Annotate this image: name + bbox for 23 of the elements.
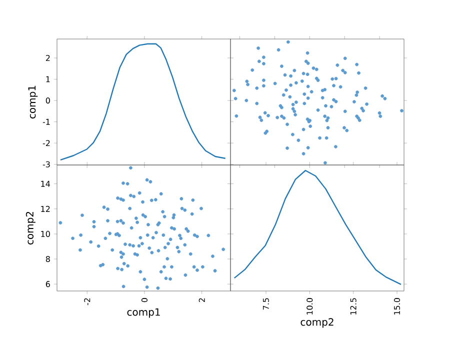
x-tick-label: 12.5: [350, 298, 356, 314]
y-tick-label: -1: [42, 118, 50, 125]
y-tick-label: 8: [46, 256, 50, 262]
y-tick-label: -2: [42, 140, 50, 146]
line-series: [60, 43, 226, 160]
x-tick-label: 7.5: [262, 298, 269, 310]
y-tick-label: 0: [46, 97, 50, 104]
x-tick-label: 0: [141, 298, 148, 302]
x-axis-title: comp1: [127, 308, 160, 318]
y-tick-label: 6: [46, 281, 50, 288]
x-tick-label: 10.0: [306, 298, 313, 314]
y-tick-label: 1: [46, 76, 50, 82]
y-tick-label: 10: [41, 230, 50, 237]
y-axis-title: comp2: [26, 212, 36, 244]
y-tick-label: 12: [41, 206, 50, 212]
x-tick-label: 15.0: [394, 298, 400, 314]
x-axis-title: comp2: [300, 318, 334, 328]
x-tick-label: 2: [198, 298, 205, 302]
y-tick-label: 14: [41, 180, 50, 187]
y-tick-label: -3: [42, 161, 50, 168]
y-tick-label: 2: [46, 54, 50, 61]
x-tick-label: -2: [84, 298, 90, 306]
y-axis-title: comp1: [28, 86, 38, 118]
